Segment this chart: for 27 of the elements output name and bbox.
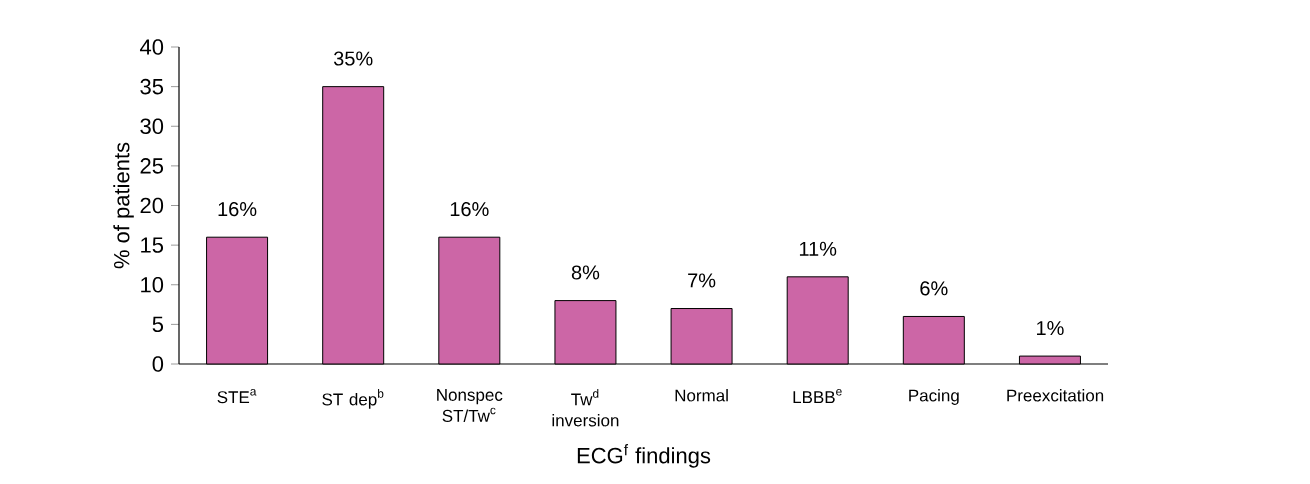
y-tick-label: 10 (141, 276, 164, 293)
y-tick-label: 20 (140, 197, 164, 214)
x-tick-label: LBBB$^{e}$ (793, 389, 842, 404)
data-label: 11% (799, 241, 837, 256)
y-tick-label: 40 (139, 39, 164, 55)
data-label: 8% (571, 265, 600, 280)
x-tick-label: ST dep$^{b}$ (322, 389, 384, 409)
y-tick-label: 30 (140, 118, 164, 135)
y-tick-label: 25 (140, 158, 164, 174)
y-tick-label: 0 (152, 356, 164, 372)
x-axis-title: ECG$^{f}$ findings (577, 444, 711, 468)
x-tick-label: Pacing (909, 389, 959, 405)
x-tick-label: Preexcitation (1007, 389, 1104, 402)
data-label: 6% (920, 281, 948, 296)
data-label: 7% (688, 273, 716, 288)
x-tick-label: STE$^{a}$ (217, 389, 257, 404)
data-label: 16% (450, 202, 489, 217)
data-label: 16% (218, 202, 257, 217)
x-tick-label: Nonspec ST/Tw$^{c}$ (437, 389, 503, 422)
y-axis-title: % of patients (113, 142, 134, 269)
data-label: 1% (1037, 321, 1064, 336)
data-label: 35% (333, 51, 373, 66)
y-tick-label: 5 (152, 316, 164, 333)
y-tick-label: 35 (140, 78, 164, 95)
category-label: Tw$^{d}$ inversion (552, 389, 619, 427)
x-tick-label: Normal (675, 389, 728, 402)
y-tick-label: 15 (141, 237, 164, 253)
